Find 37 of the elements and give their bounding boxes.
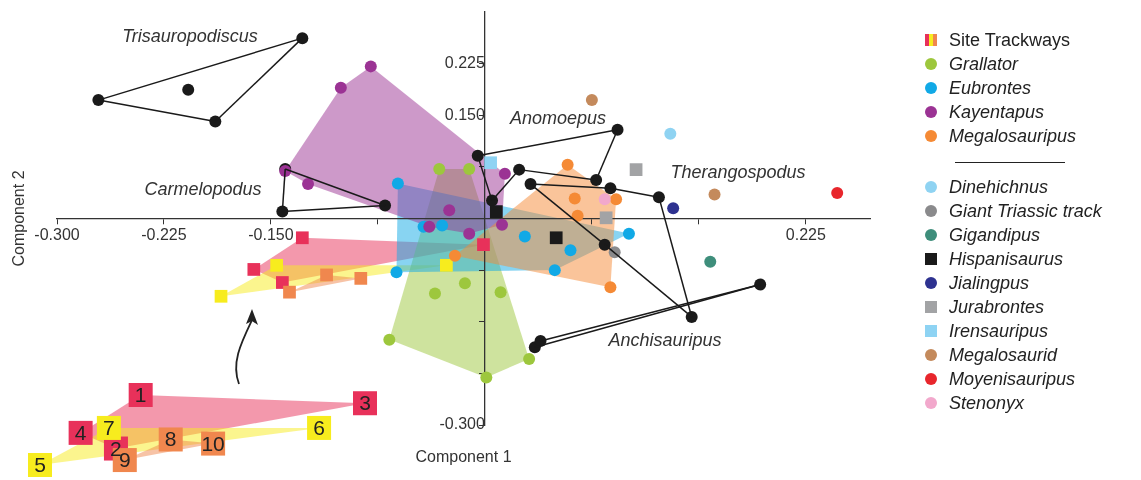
legend-label: Site Trackways	[949, 29, 1071, 52]
legend-label: Megalosaurid	[949, 344, 1058, 367]
legend-label: Grallator	[949, 53, 1019, 76]
legend-label: Giant Triassic track	[949, 200, 1102, 223]
annotation: Anchisauripus	[608, 329, 722, 351]
annotation: 1	[134, 383, 147, 407]
legend-label: Eubrontes	[949, 77, 1032, 100]
legend-label: Dinehichnus	[949, 176, 1049, 199]
annotation: 7	[103, 415, 115, 440]
y-tick-label: 0.150	[444, 105, 485, 123]
legend-label: Gigandipus	[949, 224, 1041, 247]
annotation: 6	[313, 415, 325, 440]
legend-label: Irensauripus	[949, 320, 1049, 343]
legend-label: Kayentapus	[949, 101, 1045, 124]
x-tick-label: -0.225	[141, 225, 187, 243]
x-tick-label: -0.300	[34, 225, 80, 243]
annotation: Therangospodus	[670, 161, 806, 183]
text: 5	[34, 453, 46, 477]
text: 8	[164, 427, 177, 452]
legend-label: Moyenisauripus	[949, 368, 1076, 391]
legend-label: Hispanisaurus	[949, 248, 1064, 271]
x-tick-label: -0.150	[248, 225, 294, 243]
legend-label: Jurabrontes	[949, 296, 1045, 319]
annotation: Anomoepus	[509, 107, 607, 129]
annotation: Trisauropodiscus	[122, 25, 258, 47]
legend-label: Megalosauripus	[949, 125, 1077, 148]
legend-label: Stenonyx	[949, 392, 1025, 415]
x-tick-label: 0.225	[785, 225, 826, 243]
legend-label: Jialingpus	[949, 272, 1030, 295]
annotation: 4	[74, 420, 87, 445]
annotation: Carmelopodus	[144, 178, 262, 200]
text: 10	[201, 431, 225, 456]
y-tick-label: 0.225	[444, 54, 485, 72]
x-axis-title: Component 1	[415, 448, 512, 466]
annotation: 3	[359, 391, 371, 416]
y-tick-label: -0.300	[439, 415, 485, 433]
y-axis-title: Component 2	[10, 170, 28, 267]
